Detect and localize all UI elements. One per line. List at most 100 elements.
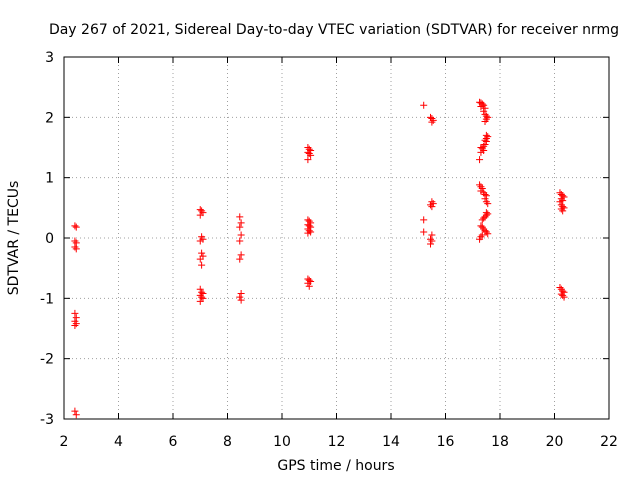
data-point bbox=[71, 237, 79, 245]
x-tick-label: 12 bbox=[328, 434, 346, 450]
data-point bbox=[307, 151, 315, 159]
data-point bbox=[429, 116, 437, 124]
data-point bbox=[72, 245, 80, 253]
data-point bbox=[559, 291, 567, 299]
data-point bbox=[71, 321, 79, 329]
x-tick-label: 16 bbox=[437, 434, 455, 450]
axis-ticks bbox=[63, 56, 610, 420]
data-point bbox=[481, 195, 489, 203]
data-point bbox=[196, 297, 204, 305]
y-tick-label: -2 bbox=[40, 352, 54, 368]
y-tick-labels: -3 -2 -1 0 1 2 3 bbox=[40, 50, 54, 428]
data-point bbox=[236, 223, 244, 231]
data-point bbox=[560, 293, 568, 301]
data-point bbox=[477, 102, 485, 110]
data-point bbox=[305, 276, 313, 284]
data-point bbox=[72, 411, 80, 419]
grid-lines bbox=[64, 57, 609, 419]
data-point bbox=[237, 251, 245, 259]
data-point bbox=[482, 198, 490, 206]
y-tick-label: 1 bbox=[45, 171, 54, 187]
data-point bbox=[196, 211, 204, 219]
data-point bbox=[196, 285, 204, 293]
data-point bbox=[198, 293, 206, 301]
x-tick-label: 20 bbox=[546, 434, 564, 450]
data-point bbox=[427, 240, 435, 248]
data-point bbox=[71, 407, 79, 415]
data-point bbox=[236, 237, 244, 245]
data-point bbox=[428, 203, 436, 211]
data-point bbox=[484, 133, 492, 141]
data-point bbox=[484, 230, 492, 238]
x-tick-label: 4 bbox=[114, 434, 123, 450]
data-point bbox=[478, 145, 486, 153]
data-point bbox=[481, 104, 489, 112]
data-point bbox=[305, 282, 313, 290]
x-tick-labels: 2 4 6 8 10 12 14 16 18 20 22 bbox=[60, 434, 618, 450]
data-point bbox=[476, 156, 484, 164]
y-tick-label: 3 bbox=[45, 50, 54, 66]
x-tick-label: 6 bbox=[169, 434, 178, 450]
y-tick-label: -3 bbox=[40, 412, 54, 428]
data-point bbox=[71, 243, 79, 251]
data-point bbox=[484, 200, 492, 208]
data-point bbox=[481, 140, 489, 148]
data-point bbox=[477, 148, 485, 156]
data-point bbox=[478, 223, 486, 231]
data-point bbox=[236, 293, 244, 301]
y-tick-label: 2 bbox=[45, 110, 54, 126]
data-point bbox=[304, 229, 312, 237]
data-point bbox=[72, 320, 80, 328]
data-point bbox=[478, 216, 486, 224]
data-point bbox=[420, 228, 428, 236]
x-tick-label: 18 bbox=[491, 434, 509, 450]
data-point bbox=[557, 205, 565, 213]
x-tick-label: 14 bbox=[382, 434, 400, 450]
data-point bbox=[236, 213, 244, 221]
data-point bbox=[72, 223, 80, 231]
x-tick-label: 2 bbox=[60, 434, 69, 450]
data-point bbox=[236, 255, 244, 263]
data-point bbox=[305, 150, 313, 158]
data-point bbox=[480, 107, 488, 115]
data-point bbox=[304, 279, 312, 287]
data-point bbox=[428, 237, 436, 245]
data-point bbox=[237, 219, 245, 227]
data-point bbox=[304, 156, 312, 164]
data-point bbox=[427, 201, 435, 209]
data-point bbox=[476, 235, 484, 243]
data-point bbox=[428, 231, 436, 239]
data-point bbox=[556, 283, 564, 291]
y-tick-label: -1 bbox=[40, 291, 54, 307]
data-point bbox=[72, 314, 80, 322]
data-point bbox=[482, 228, 490, 236]
data-point bbox=[478, 231, 486, 239]
x-axis-label: GPS time / hours bbox=[277, 458, 394, 474]
x-tick-label: 22 bbox=[600, 434, 618, 450]
data-point bbox=[480, 214, 488, 222]
data-point bbox=[198, 249, 206, 257]
data-point bbox=[559, 207, 567, 215]
data-point bbox=[482, 192, 490, 200]
data-point bbox=[420, 101, 428, 109]
data-point bbox=[420, 216, 428, 224]
data-point bbox=[237, 296, 245, 304]
data-point bbox=[198, 207, 206, 215]
data-point bbox=[237, 231, 245, 239]
data-point bbox=[556, 198, 564, 206]
data-point bbox=[484, 113, 492, 121]
data-point bbox=[557, 195, 565, 203]
data-point bbox=[196, 255, 204, 263]
data-point bbox=[71, 309, 79, 317]
data-points bbox=[71, 98, 568, 419]
data-point bbox=[71, 222, 79, 230]
data-point bbox=[481, 118, 489, 126]
data-point bbox=[198, 261, 206, 269]
x-tick-label: 8 bbox=[223, 434, 232, 450]
data-point bbox=[428, 118, 436, 126]
data-point bbox=[237, 290, 245, 298]
data-point bbox=[476, 181, 484, 189]
data-point bbox=[196, 237, 204, 245]
data-point bbox=[72, 239, 80, 247]
